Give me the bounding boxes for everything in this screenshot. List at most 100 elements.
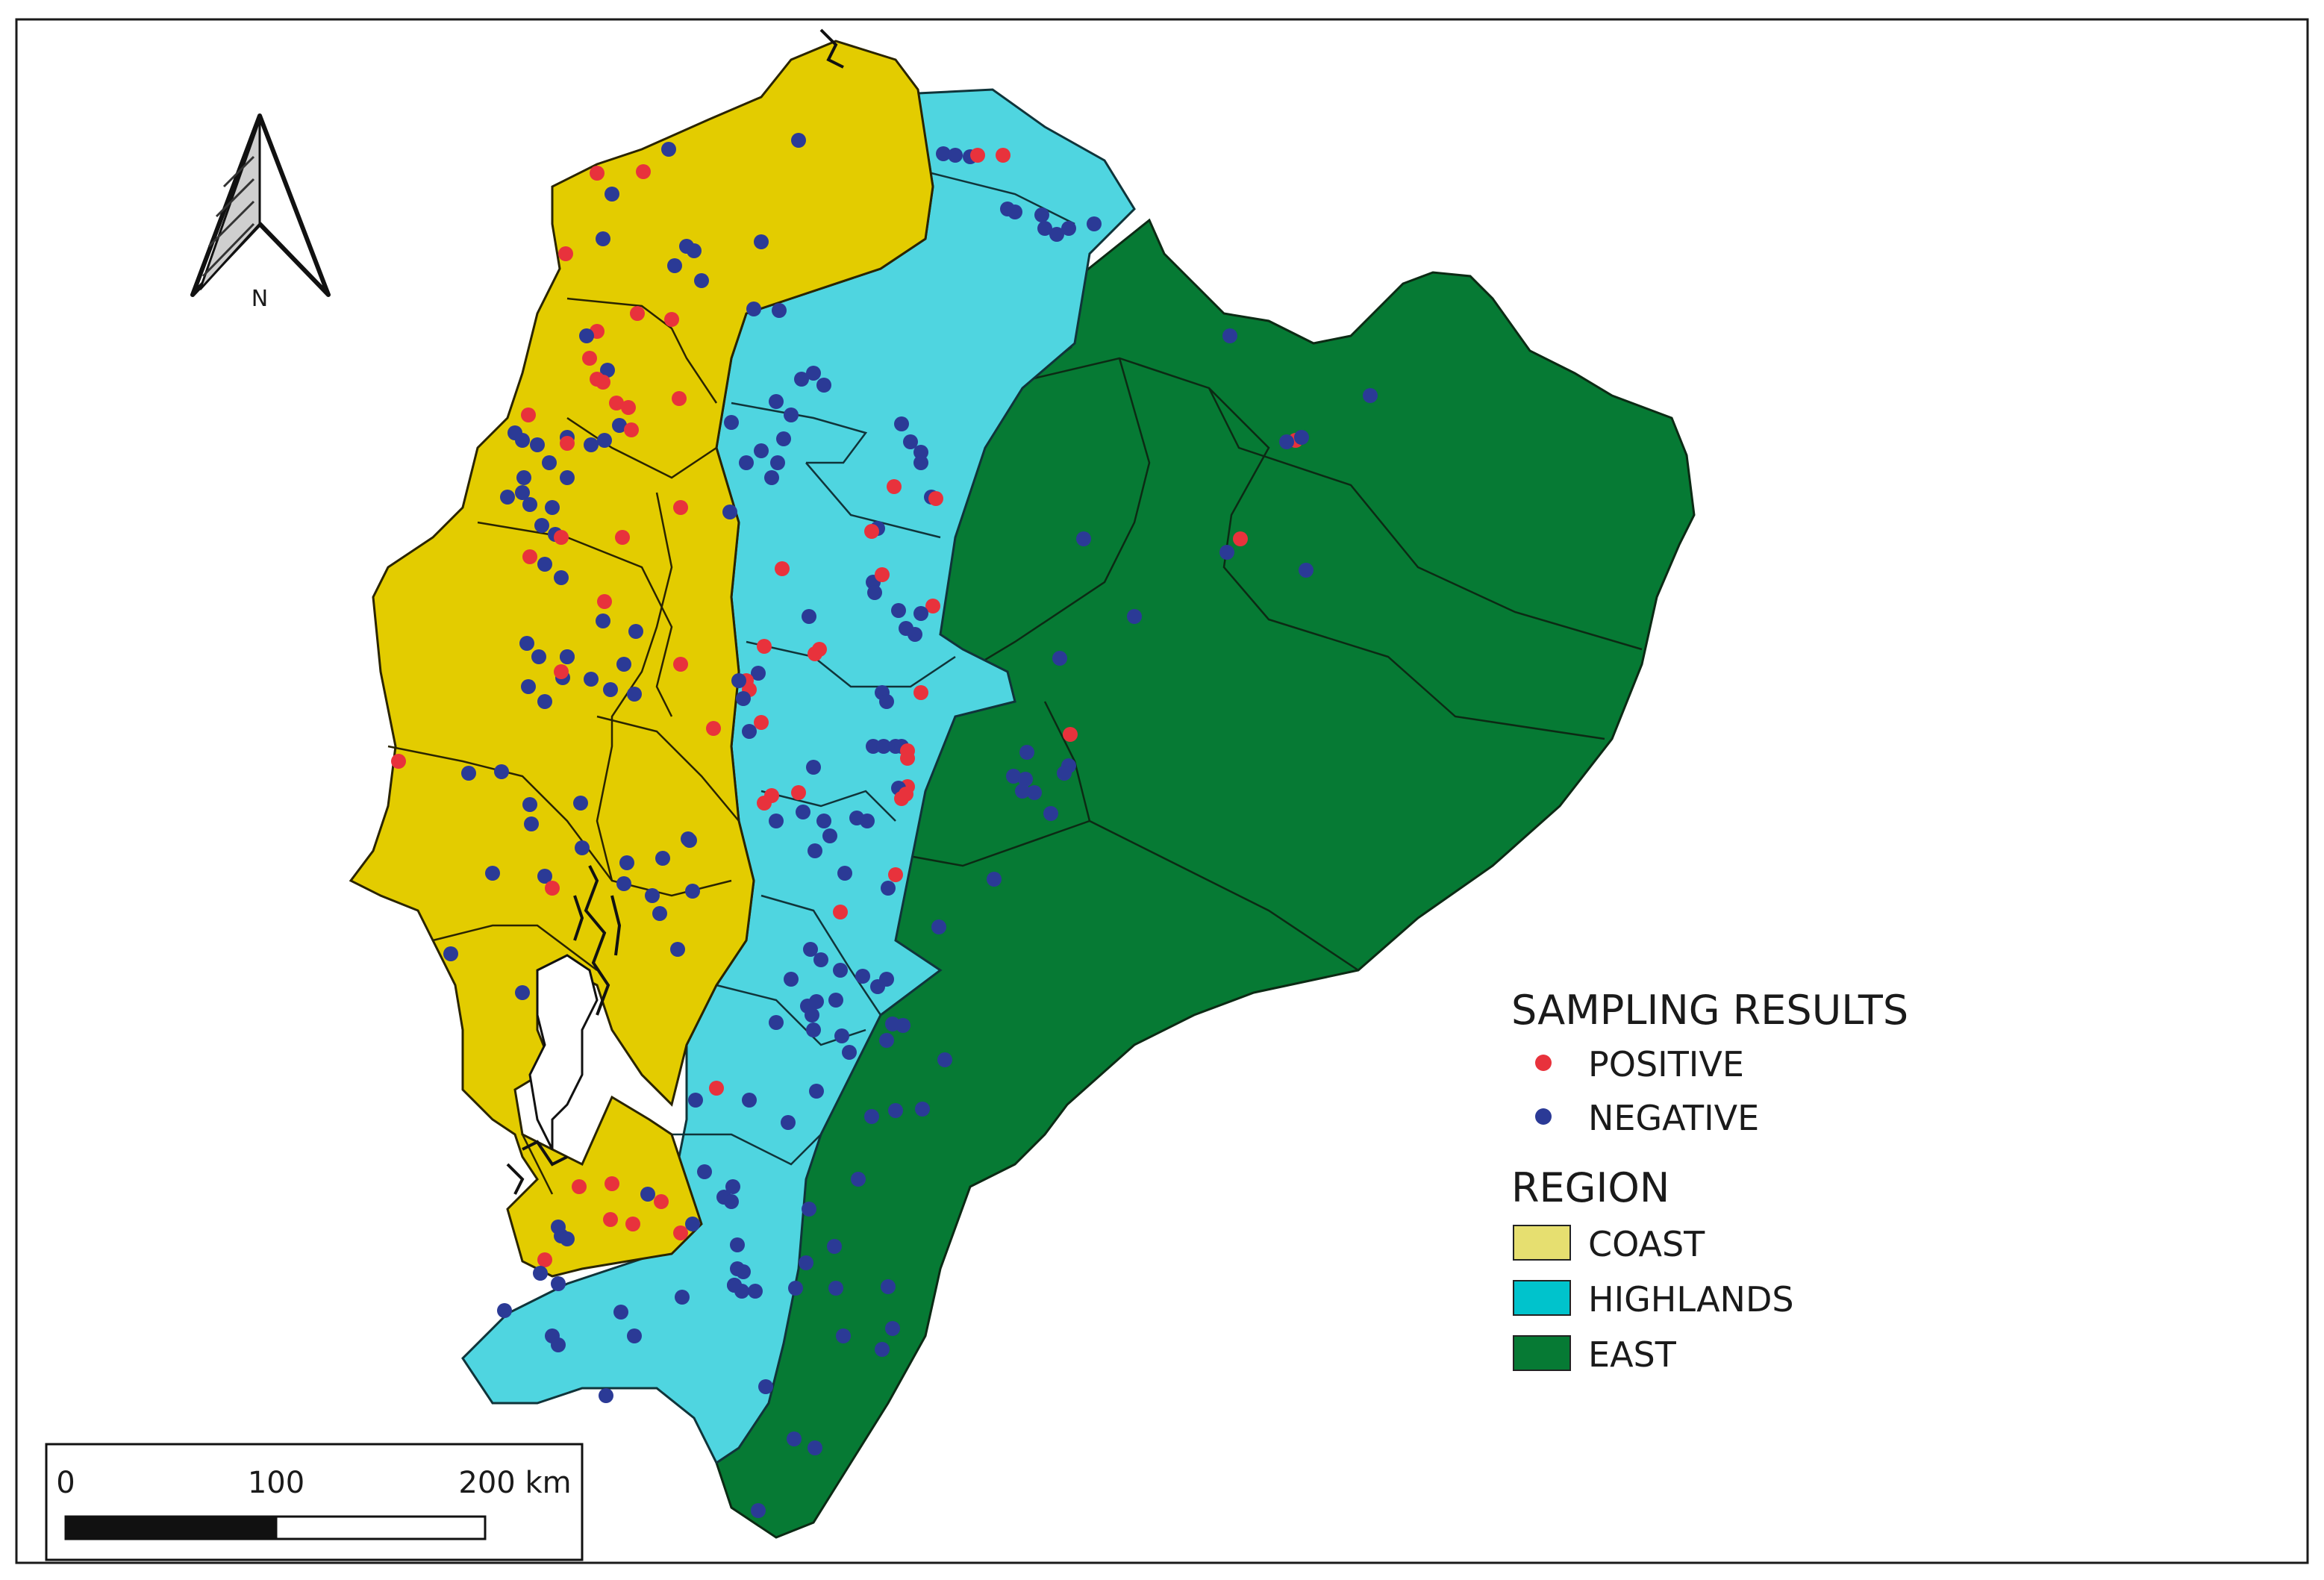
scale-bar-white-segment [275, 1515, 487, 1540]
negative-sample-point [748, 1284, 763, 1299]
scale-bar-black-segment [64, 1515, 278, 1540]
negative-sample-point [1127, 609, 1142, 624]
positive-sample-point [706, 721, 721, 736]
negative-sample-point [652, 906, 667, 921]
negative-sample-point [915, 1102, 930, 1117]
negative-sample-point [903, 434, 918, 449]
negative-sample-point [742, 1093, 757, 1108]
legend-highlands-swatch [1513, 1280, 1571, 1316]
positive-sample-point [545, 881, 560, 896]
negative-sample-point [803, 942, 818, 957]
negative-sample-point [573, 796, 588, 811]
negative-sample-point [736, 691, 751, 706]
positive-sample-point [913, 685, 928, 700]
positive-sample-point [605, 1176, 619, 1191]
negative-sample-point [879, 1033, 894, 1048]
negative-sample-point [1034, 207, 1049, 222]
negative-sample-point [855, 969, 870, 984]
negative-sample-point [537, 869, 552, 884]
negative-sample-point [616, 657, 631, 672]
negative-sample-point [806, 366, 821, 381]
negative-sample-point [1061, 221, 1076, 236]
negative-sample-point [908, 627, 922, 642]
negative-sample-point [560, 1231, 575, 1246]
legend: SAMPLING RESULTS POSITIVE NEGATIVE REGIO… [1511, 987, 1908, 1375]
negative-sample-point [931, 919, 946, 934]
positive-sample-point [672, 391, 687, 406]
negative-sample-point [881, 881, 896, 896]
negative-sample-point [948, 148, 963, 163]
negative-sample-point [685, 884, 700, 899]
negative-sample-point [485, 866, 500, 881]
negative-sample-point [809, 994, 824, 1009]
positive-sample-point [888, 867, 903, 882]
estuary-water [528, 954, 599, 1150]
negative-sample-point [667, 258, 682, 273]
negative-sample-point [600, 363, 615, 378]
negative-sample-point [551, 1276, 566, 1291]
negative-sample-point [1008, 204, 1022, 219]
negative-sample-point [515, 985, 530, 1000]
negative-sample-point [560, 470, 575, 485]
positive-sample-point [875, 567, 890, 582]
legend-highlands-label: HIGHLANDS [1588, 1279, 1794, 1320]
positive-sample-point [625, 1217, 640, 1231]
positive-sample-point [1063, 727, 1078, 742]
legend-positive-marker [1535, 1055, 1552, 1071]
scale-tick-200: 200 km [458, 1466, 571, 1500]
negative-sample-point [816, 378, 831, 393]
negative-sample-point [860, 814, 875, 828]
negative-sample-point [784, 972, 799, 987]
negative-sample-point [1043, 806, 1058, 821]
positive-sample-point [636, 164, 651, 179]
positive-sample-point [775, 561, 790, 576]
negative-sample-point [497, 1303, 512, 1318]
negative-sample-point [500, 490, 515, 505]
negative-sample-point [628, 624, 643, 639]
scale-bar-box [45, 1443, 584, 1561]
positive-sample-point [522, 549, 537, 564]
negative-sample-point [596, 613, 610, 628]
positive-sample-point [597, 594, 612, 609]
negative-sample-point [554, 570, 569, 585]
positive-sample-point [615, 530, 630, 545]
negative-sample-point [724, 1194, 739, 1209]
negative-sample-point [813, 952, 828, 967]
negative-sample-point [522, 497, 537, 512]
negative-sample-point [534, 518, 549, 533]
negative-sample-point [833, 963, 848, 978]
negative-sample-point [794, 372, 809, 387]
negative-sample-point [816, 814, 831, 828]
negative-sample-point [661, 142, 676, 157]
negative-sample-point [891, 603, 906, 618]
negative-sample-point [867, 585, 882, 600]
negative-sample-point [784, 408, 799, 422]
negative-sample-point [1299, 563, 1314, 578]
negative-sample-point [866, 739, 881, 754]
negative-sample-point [675, 1290, 690, 1305]
negative-sample-point [612, 418, 627, 433]
negative-sample-point [519, 636, 534, 651]
sample-points [391, 133, 1378, 1518]
negative-sample-point [913, 455, 928, 470]
negative-sample-point [837, 866, 852, 881]
negative-sample-point [796, 805, 810, 819]
negative-sample-point [627, 687, 642, 702]
positive-sample-point [894, 791, 909, 806]
negative-sample-point [776, 431, 791, 446]
legend-region-title: REGION [1511, 1164, 1669, 1211]
positive-sample-point [624, 422, 639, 437]
negative-sample-point [739, 455, 754, 470]
negative-sample-point [599, 1388, 613, 1403]
negative-sample-point [603, 682, 618, 697]
negative-sample-point [645, 888, 660, 903]
positive-sample-point [664, 312, 679, 327]
negative-sample-point [731, 673, 746, 688]
negative-sample-point [524, 816, 539, 831]
negative-sample-point [597, 433, 612, 448]
negative-sample-point [1049, 227, 1064, 242]
legend-sampling-title: SAMPLING RESULTS [1511, 987, 1908, 1034]
negative-sample-point [742, 724, 757, 739]
scale-bar: 0 100 200 km [45, 1443, 584, 1561]
